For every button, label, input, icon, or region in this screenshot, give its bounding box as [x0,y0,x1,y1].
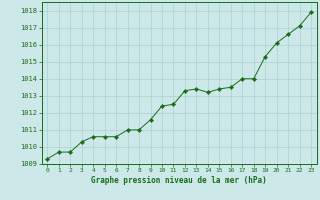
X-axis label: Graphe pression niveau de la mer (hPa): Graphe pression niveau de la mer (hPa) [91,176,267,185]
